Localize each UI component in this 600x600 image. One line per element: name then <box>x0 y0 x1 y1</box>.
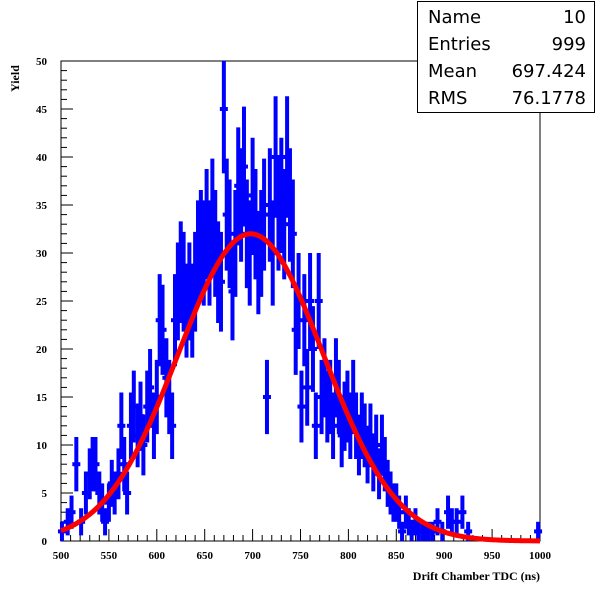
x-tick-label: 850 <box>388 550 405 562</box>
data-point <box>314 253 323 349</box>
stats-value: 10 <box>563 7 586 28</box>
y-tick-label: 10 <box>36 440 48 452</box>
y-tick-label: 30 <box>36 248 48 260</box>
data-point <box>271 96 280 218</box>
y-tick-label: 50 <box>36 56 48 68</box>
stats-box: Name 10 Entries 999 Mean 697.424 RMS 76.… <box>417 1 595 113</box>
x-tick-label: 700 <box>244 550 261 562</box>
data-point <box>117 392 126 460</box>
axis-ticks <box>60 60 541 542</box>
stats-value: 697.424 <box>511 61 586 82</box>
data-point <box>458 495 467 529</box>
data-point <box>239 106 248 227</box>
stats-value: 999 <box>551 34 586 55</box>
stats-row-rms: RMS 76.1778 <box>418 85 594 113</box>
y-tick-label: 20 <box>36 344 48 356</box>
data-point <box>311 392 320 460</box>
y-tick-label: 45 <box>36 104 48 116</box>
data-point <box>534 521 543 541</box>
data-point <box>452 508 461 536</box>
y-tick-label: 25 <box>36 296 48 308</box>
stats-row-entries: Entries 999 <box>418 31 594 59</box>
data-point <box>225 179 234 289</box>
data-point <box>308 306 317 392</box>
stats-row-name: Name 10 <box>418 4 594 32</box>
x-axis-title: Drift Chamber TDC (ns) <box>413 569 540 583</box>
data-point <box>158 284 167 375</box>
x-tick-label: 650 <box>196 550 213 562</box>
y-tick-label: 0 <box>42 536 48 548</box>
data-point <box>303 349 312 426</box>
stats-value: 76.1778 <box>511 88 586 109</box>
y-tick-label: 5 <box>42 488 48 500</box>
x-tick-label: 900 <box>436 550 453 562</box>
x-tick-label: 1000 <box>529 550 552 562</box>
y-tick-label: 40 <box>36 152 48 164</box>
gaussian-fit-curve <box>60 231 541 544</box>
x-tick-label: 600 <box>149 550 166 562</box>
stats-label: Entries <box>428 34 491 55</box>
y-axis-title: Yield <box>8 65 22 92</box>
data-point <box>288 179 297 289</box>
data-points <box>57 61 543 541</box>
stats-label: Name <box>428 7 482 28</box>
data-point <box>219 61 228 174</box>
data-point <box>67 495 76 529</box>
stats-label: RMS <box>428 88 468 109</box>
x-tick-label: 500 <box>53 550 70 562</box>
y-tick-label: 35 <box>36 200 48 212</box>
x-tick-label: 950 <box>484 550 501 562</box>
stats-label: Mean <box>428 61 478 82</box>
x-tick-label: 800 <box>340 550 357 562</box>
data-point <box>300 274 309 367</box>
x-tick-label: 550 <box>101 550 118 562</box>
data-point <box>260 158 269 271</box>
data-point <box>262 359 271 435</box>
data-point <box>216 231 225 332</box>
data-point <box>72 437 81 492</box>
y-tick-label: 15 <box>36 392 48 404</box>
stats-row-mean: Mean 697.424 <box>418 58 594 86</box>
data-point <box>123 471 132 515</box>
axis-tick-labels: 500 550 600 650 700 750 800 850 900 950 1000 0 5 10 15… <box>36 56 552 562</box>
x-tick-label: 750 <box>292 550 309 562</box>
data-point <box>297 370 306 443</box>
data-point <box>329 392 338 460</box>
data-point <box>146 349 155 426</box>
data-point <box>168 392 177 460</box>
data-point <box>306 253 315 349</box>
data-point <box>398 521 407 541</box>
data-point <box>91 437 100 492</box>
